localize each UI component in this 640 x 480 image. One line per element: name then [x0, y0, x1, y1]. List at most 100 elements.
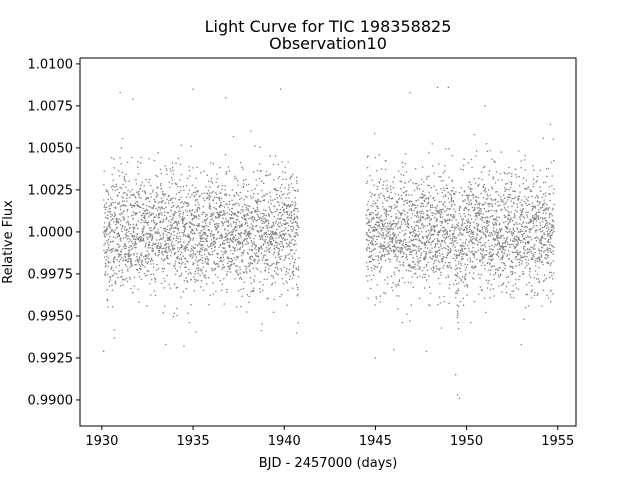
data-point [462, 164, 465, 166]
data-point [113, 272, 116, 275]
data-point [136, 236, 138, 238]
data-point [504, 242, 506, 244]
data-point [484, 217, 486, 219]
data-point [110, 267, 113, 270]
data-point [286, 213, 289, 216]
data-point [369, 236, 371, 239]
data-point [267, 224, 269, 226]
data-point [133, 244, 136, 247]
data-point [371, 235, 373, 238]
data-point [429, 209, 431, 211]
data-point [246, 196, 248, 198]
data-point [414, 263, 416, 265]
data-point [243, 198, 245, 201]
data-point [374, 244, 377, 246]
data-point [415, 224, 418, 227]
data-point [447, 252, 450, 255]
data-point [224, 154, 227, 156]
data-point [246, 251, 249, 254]
data-point [278, 253, 280, 255]
data-point [471, 260, 474, 263]
data-point [482, 216, 484, 219]
data-point [495, 224, 498, 226]
data-point [116, 227, 118, 229]
data-point [475, 222, 478, 225]
data-point [173, 247, 176, 250]
data-point [288, 242, 291, 244]
data-point [220, 256, 222, 259]
data-point [433, 262, 435, 265]
data-point [375, 221, 378, 223]
data-point [549, 248, 552, 250]
data-point [185, 209, 187, 211]
data-point [500, 198, 502, 201]
data-point [421, 224, 423, 226]
data-point [268, 248, 271, 250]
data-point [138, 301, 140, 303]
data-point [110, 219, 112, 221]
data-point [477, 228, 479, 230]
data-point [265, 231, 267, 234]
data-point [433, 260, 436, 263]
data-point [458, 209, 461, 212]
data-point [118, 246, 120, 249]
data-point [489, 149, 491, 152]
data-point [474, 208, 476, 210]
data-point [489, 262, 491, 265]
data-point [488, 220, 491, 223]
data-point [473, 253, 476, 255]
data-point [431, 143, 433, 145]
data-point [497, 204, 500, 207]
data-point [147, 244, 150, 247]
data-point [384, 222, 386, 224]
data-point [443, 189, 446, 192]
data-point [524, 249, 526, 252]
data-point [274, 266, 276, 269]
data-point [534, 261, 537, 264]
data-point [497, 239, 499, 242]
data-point [296, 294, 299, 297]
data-point [281, 293, 283, 296]
data-point [245, 270, 248, 273]
data-point [197, 267, 200, 269]
data-point [542, 220, 544, 223]
data-point [181, 215, 184, 218]
data-point [110, 230, 113, 232]
data-point [157, 228, 159, 231]
data-point [423, 273, 425, 276]
data-point [132, 236, 134, 239]
data-point [440, 180, 443, 182]
data-point [242, 287, 245, 290]
data-point [189, 226, 192, 229]
data-point [517, 288, 520, 291]
data-point [166, 254, 169, 257]
data-point [195, 331, 197, 333]
data-point [230, 249, 232, 252]
data-point [160, 183, 162, 185]
data-point [115, 217, 118, 219]
data-point [531, 285, 533, 287]
data-point [382, 232, 385, 235]
data-point [186, 281, 189, 283]
data-point [461, 223, 463, 226]
data-point [260, 271, 262, 273]
data-point [138, 256, 141, 258]
data-point [485, 143, 488, 145]
data-point [467, 220, 470, 223]
data-point [248, 217, 250, 220]
data-point [246, 233, 249, 236]
data-point [275, 263, 278, 266]
data-point [131, 156, 133, 159]
data-point [542, 137, 545, 140]
data-point [447, 236, 450, 238]
data-point [451, 205, 453, 208]
data-point [135, 263, 137, 266]
data-point [192, 237, 195, 239]
data-point [232, 252, 234, 255]
data-point [251, 245, 253, 247]
data-point [434, 245, 437, 247]
data-point [520, 204, 523, 206]
data-point [505, 238, 508, 240]
data-point [412, 286, 415, 289]
data-point [383, 291, 385, 294]
